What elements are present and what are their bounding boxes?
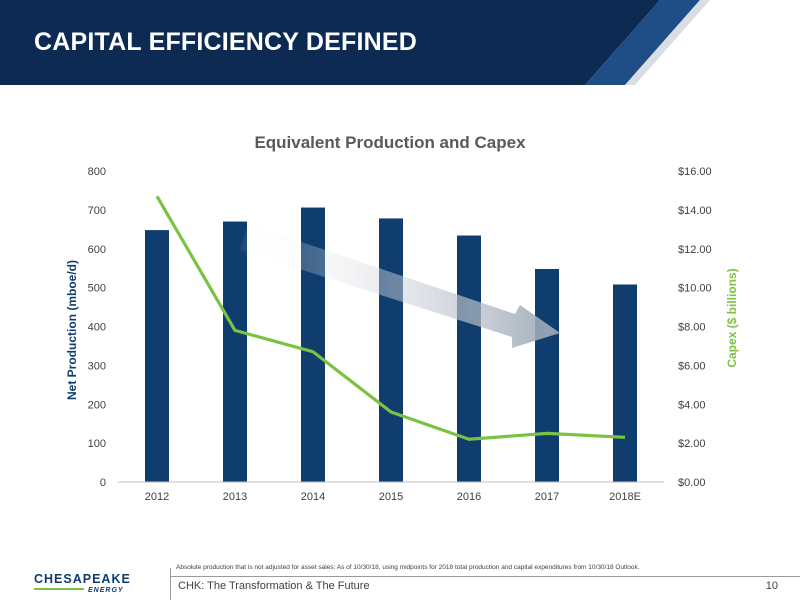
header-dark-panel — [0, 0, 660, 85]
y-right-tick-label: $12.00 — [678, 244, 712, 256]
footer-divider-vertical — [170, 568, 171, 600]
x-tick-label: 2012 — [145, 491, 169, 503]
x-tick-label: 2016 — [457, 491, 481, 503]
y-right-tick-label: $8.00 — [678, 322, 706, 334]
y-left-tick-label: 600 — [88, 244, 106, 256]
bar-2012 — [145, 230, 169, 482]
y-left-tick-label: 100 — [88, 438, 106, 450]
y-right-tick-label: $16.00 — [678, 166, 712, 178]
y-right-tick-label: $14.00 — [678, 205, 712, 217]
y-left-tick-label: 300 — [88, 360, 106, 372]
header-stripe — [585, 0, 700, 85]
capex-line — [155, 195, 626, 441]
y-left-tick-label: 200 — [88, 399, 106, 411]
x-tick-label: 2015 — [379, 491, 403, 503]
page-number: 10 — [765, 580, 778, 592]
y-left-tick-label: 800 — [88, 166, 106, 178]
footer-text: CHK: The Transformation & The Future — [178, 580, 370, 592]
logo-accent-line — [34, 588, 84, 590]
header-band: CAPITAL EFFICIENCY DEFINED — [0, 0, 800, 85]
bar-2013 — [223, 221, 247, 482]
x-tick-label: 2017 — [535, 491, 559, 503]
footnote: Absolute production that is not adjusted… — [176, 564, 640, 571]
header-light-stripe — [625, 0, 710, 85]
footer-divider-horizontal — [170, 576, 800, 577]
trend-arrow — [240, 224, 560, 348]
x-tick-label: 2018E — [609, 491, 641, 503]
bar-2017 — [535, 268, 559, 482]
y-right-tick-label: $2.00 — [678, 438, 706, 450]
y-left-tick-label: 0 — [100, 477, 106, 489]
slide-title: CAPITAL EFFICIENCY DEFINED — [34, 28, 418, 56]
y-axis-right-ticks: $0.00 $2.00 $4.00 $6.00 $8.00 $10.00 $12.00 $14… — [678, 166, 712, 489]
x-tick-label: 2013 — [223, 491, 247, 503]
y-axis-left-ticks: 0 100 200 300 400 500 600 700 800 — [88, 166, 106, 489]
x-axis-ticks: 2012 2013 2014 2015 2016 2017 2018E — [145, 491, 641, 503]
y-right-tick-label: $10.00 — [678, 283, 712, 295]
chart: Equivalent Production and Capex 0 100 200 3… — [0, 120, 800, 520]
y-right-tick-label: $4.00 — [678, 399, 706, 411]
y-right-tick-label: $0.00 — [678, 477, 706, 489]
x-tick-label: 2014 — [301, 491, 325, 503]
y-left-tick-label: 700 — [88, 205, 106, 217]
chart-title: Equivalent Production and Capex — [254, 133, 526, 152]
chart-svg: Equivalent Production and Capex 0 100 200 3… — [65, 133, 739, 503]
y-right-tick-label: $6.00 — [678, 360, 706, 372]
logo-sub: ENERGY — [88, 587, 124, 594]
company-logo: CHESAPEAKE ENERGY — [28, 568, 158, 598]
header-background — [0, 0, 710, 85]
bar-series — [145, 207, 637, 482]
y-left-tick-label: 500 — [88, 283, 106, 295]
bar-2016 — [457, 235, 481, 482]
bar-2018E — [613, 284, 637, 482]
y-axis-right-label: Capex ($ billions) — [725, 268, 739, 367]
y-left-tick-label: 400 — [88, 322, 106, 334]
logo-name: CHESAPEAKE — [34, 572, 131, 586]
y-axis-left-label: Net Production (mboe/d) — [65, 260, 79, 400]
bar-2015 — [379, 218, 403, 482]
